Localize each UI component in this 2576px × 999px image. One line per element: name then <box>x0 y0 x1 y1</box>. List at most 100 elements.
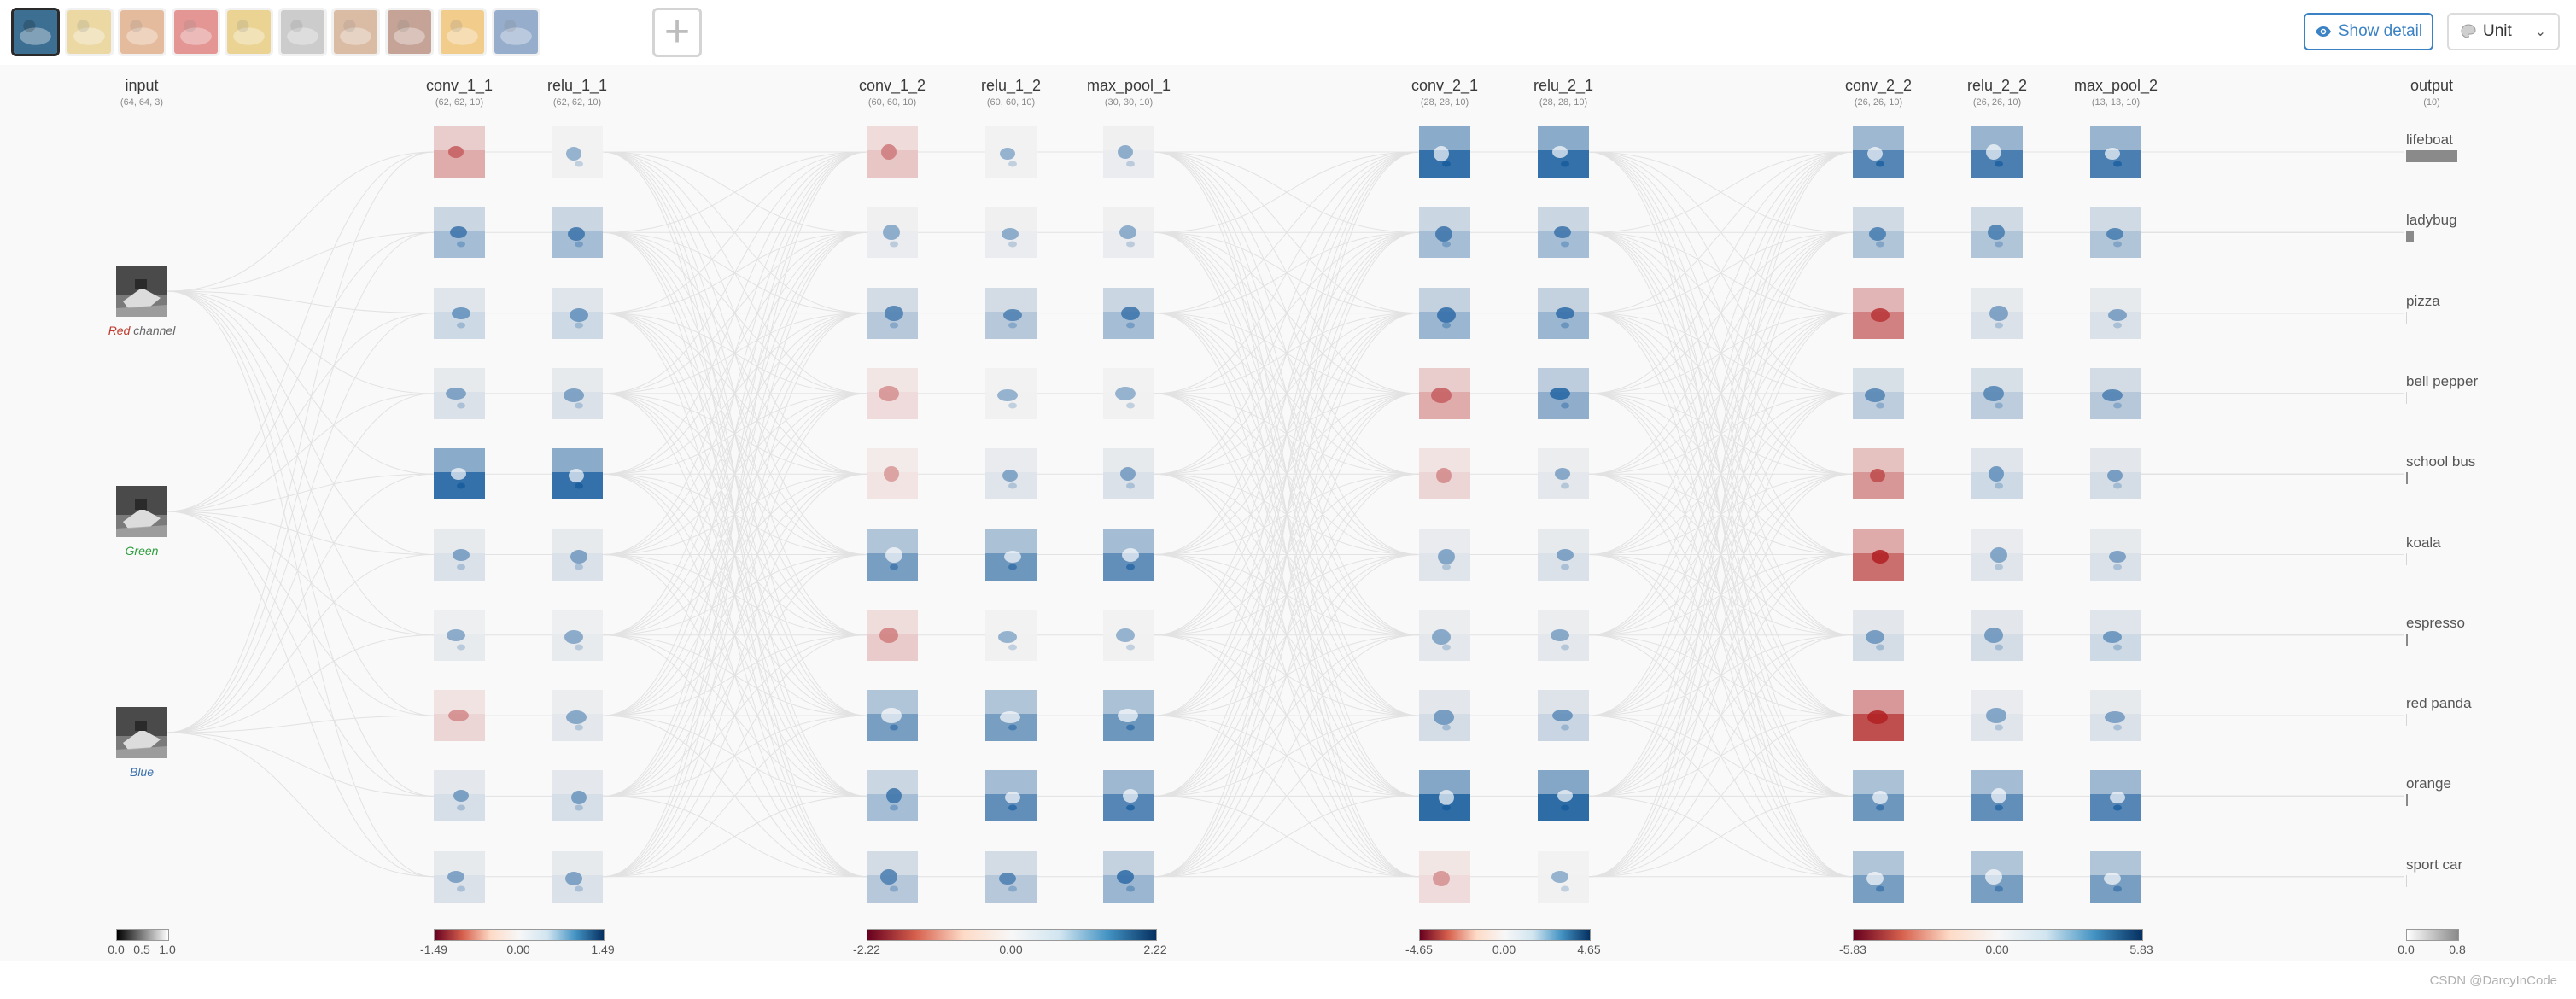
feature-map[interactable] <box>2090 529 2141 581</box>
feature-map[interactable] <box>1853 609 1904 661</box>
feature-map[interactable] <box>867 367 918 419</box>
feature-map[interactable] <box>1853 367 1904 419</box>
show-detail-button[interactable]: Show detail <box>2304 13 2433 50</box>
feature-map[interactable] <box>1419 207 1470 259</box>
feature-map[interactable] <box>2090 609 2141 661</box>
feature-map[interactable] <box>434 690 485 742</box>
feature-map[interactable] <box>867 770 918 822</box>
feature-map[interactable] <box>1419 770 1470 822</box>
feature-map[interactable] <box>985 850 1037 903</box>
blue-channel-map[interactable] <box>116 707 167 758</box>
bell-pepper-thumbnail[interactable] <box>171 8 220 56</box>
pizza-thumbnail[interactable] <box>118 8 166 56</box>
feature-map[interactable] <box>1103 529 1154 581</box>
red-panda-thumbnail[interactable] <box>384 8 434 56</box>
feature-map[interactable] <box>1853 287 1904 339</box>
feature-map[interactable] <box>1103 287 1154 339</box>
feature-map[interactable] <box>1971 770 2023 822</box>
feature-map[interactable] <box>1971 126 2023 178</box>
feature-map[interactable] <box>2090 850 2141 903</box>
feature-map[interactable] <box>867 609 918 661</box>
koala-thumbnail[interactable] <box>277 8 327 56</box>
feature-map[interactable] <box>434 126 485 178</box>
feature-map[interactable] <box>1419 126 1470 178</box>
feature-map[interactable] <box>2090 690 2141 742</box>
feature-map[interactable] <box>552 529 603 581</box>
feature-map[interactable] <box>552 609 603 661</box>
feature-map[interactable] <box>1853 207 1904 259</box>
feature-map[interactable] <box>1853 126 1904 178</box>
feature-map[interactable] <box>867 448 918 500</box>
red-channel-map[interactable] <box>116 266 167 317</box>
feature-map[interactable] <box>1971 690 2023 742</box>
espresso-thumbnail[interactable] <box>331 8 380 56</box>
feature-map[interactable] <box>1103 448 1154 500</box>
feature-map[interactable] <box>434 207 485 259</box>
feature-map[interactable] <box>2090 448 2141 500</box>
output-class-school-bus[interactable]: school bus <box>2406 453 2476 470</box>
feature-map[interactable] <box>1419 287 1470 339</box>
feature-map[interactable] <box>1419 529 1470 581</box>
feature-map[interactable] <box>552 690 603 742</box>
feature-map[interactable] <box>552 126 603 178</box>
feature-map[interactable] <box>1103 850 1154 903</box>
feature-map[interactable] <box>1103 126 1154 178</box>
output-class-lifeboat[interactable]: lifeboat <box>2406 131 2453 148</box>
feature-map[interactable] <box>1971 367 2023 419</box>
output-class-red-panda[interactable]: red panda <box>2406 695 2472 712</box>
feature-map[interactable] <box>1853 448 1904 500</box>
sport-car-thumbnail[interactable] <box>491 8 540 56</box>
feature-map[interactable] <box>1103 367 1154 419</box>
feature-map[interactable] <box>1538 609 1589 661</box>
feature-map[interactable] <box>985 126 1037 178</box>
lifeboat-thumbnail[interactable] <box>11 8 60 56</box>
feature-map[interactable] <box>1538 448 1589 500</box>
feature-map[interactable] <box>1538 850 1589 903</box>
output-class-bell-pepper[interactable]: bell pepper <box>2406 372 2479 389</box>
feature-map[interactable] <box>1419 690 1470 742</box>
feature-map[interactable] <box>1538 690 1589 742</box>
output-class-koala[interactable]: koala <box>2406 534 2441 551</box>
feature-map[interactable] <box>985 529 1037 581</box>
feature-map[interactable] <box>1538 207 1589 259</box>
feature-map[interactable] <box>2090 367 2141 419</box>
feature-map[interactable] <box>867 529 918 581</box>
output-class-espresso[interactable]: espresso <box>2406 614 2465 631</box>
school-bus-thumbnail[interactable] <box>225 8 273 56</box>
feature-map[interactable] <box>1538 770 1589 822</box>
orange-thumbnail[interactable] <box>438 8 487 56</box>
feature-map[interactable] <box>985 690 1037 742</box>
feature-map[interactable] <box>2090 207 2141 259</box>
feature-map[interactable] <box>1971 207 2023 259</box>
output-class-pizza[interactable]: pizza <box>2406 292 2440 309</box>
feature-map[interactable] <box>1853 529 1904 581</box>
unit-select[interactable]: Unit ⌄ <box>2447 13 2560 50</box>
output-class-orange[interactable]: orange <box>2406 775 2451 792</box>
green-channel-map[interactable] <box>116 486 167 537</box>
feature-map[interactable] <box>1538 287 1589 339</box>
feature-map[interactable] <box>1419 850 1470 903</box>
feature-map[interactable] <box>867 126 918 178</box>
feature-map[interactable] <box>1538 367 1589 419</box>
feature-map[interactable] <box>1419 448 1470 500</box>
feature-map[interactable] <box>1971 529 2023 581</box>
feature-map[interactable] <box>1538 529 1589 581</box>
feature-map[interactable] <box>1853 850 1904 903</box>
feature-map[interactable] <box>434 448 485 500</box>
feature-map[interactable] <box>1971 448 2023 500</box>
feature-map[interactable] <box>434 529 485 581</box>
feature-map[interactable] <box>434 609 485 661</box>
ladybug-thumbnail[interactable] <box>64 8 114 56</box>
feature-map[interactable] <box>434 850 485 903</box>
feature-map[interactable] <box>2090 126 2141 178</box>
feature-map[interactable] <box>1971 609 2023 661</box>
feature-map[interactable] <box>1419 367 1470 419</box>
feature-map[interactable] <box>985 287 1037 339</box>
feature-map[interactable] <box>867 287 918 339</box>
feature-map[interactable] <box>1419 609 1470 661</box>
feature-map[interactable] <box>2090 287 2141 339</box>
feature-map[interactable] <box>552 850 603 903</box>
output-class-ladybug[interactable]: ladybug <box>2406 212 2457 229</box>
feature-map[interactable] <box>985 770 1037 822</box>
feature-map[interactable] <box>867 850 918 903</box>
